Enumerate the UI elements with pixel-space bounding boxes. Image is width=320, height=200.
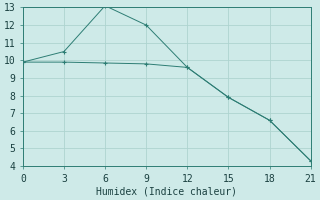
- X-axis label: Humidex (Indice chaleur): Humidex (Indice chaleur): [96, 187, 237, 197]
